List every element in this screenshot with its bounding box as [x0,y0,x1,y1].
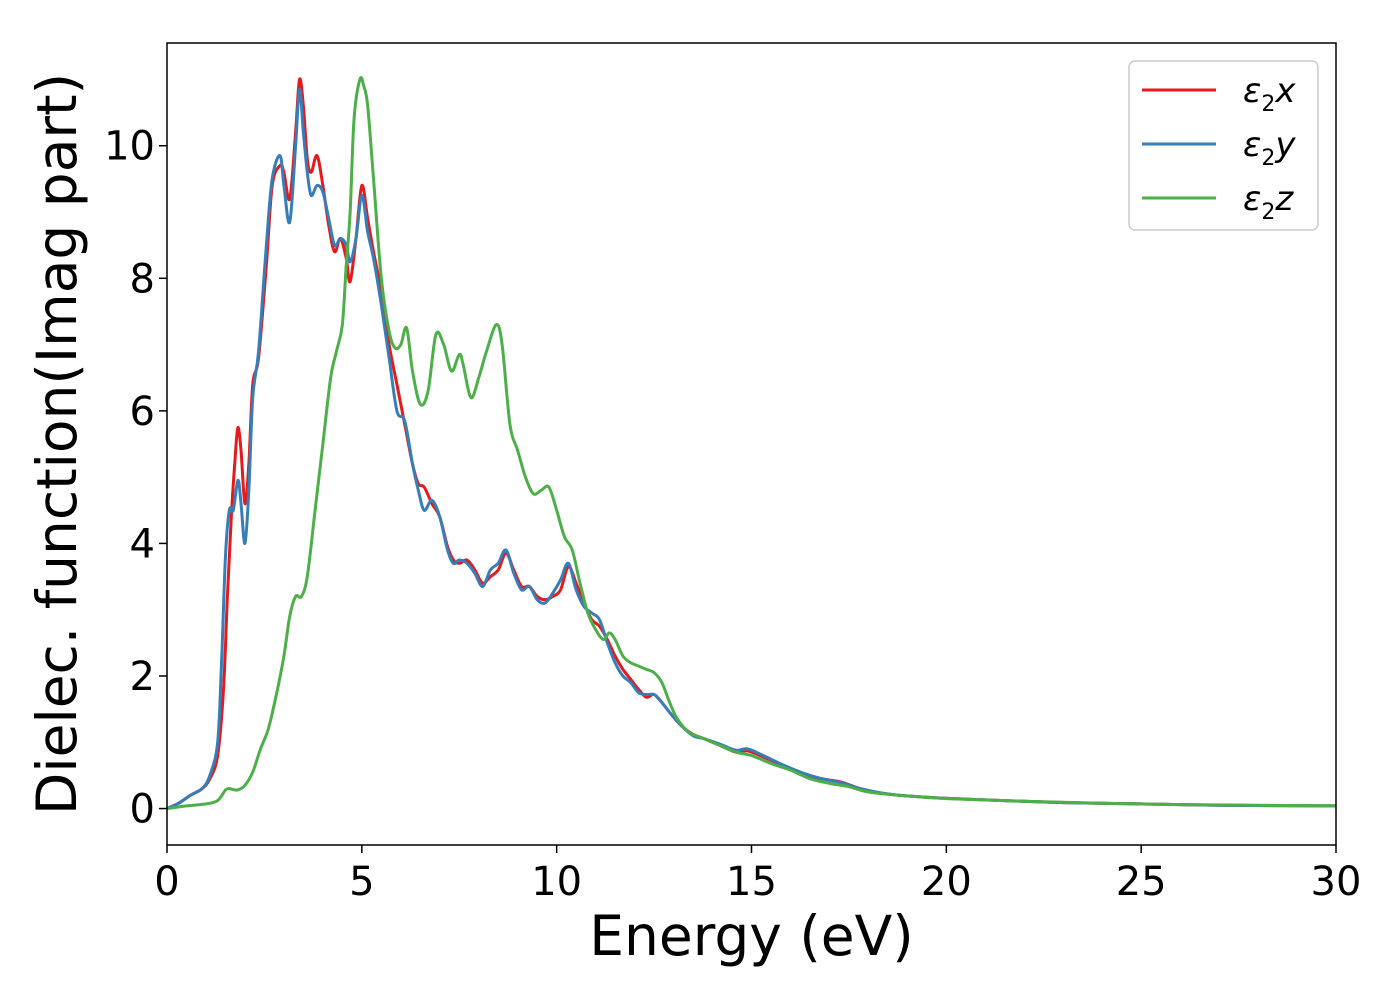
y-tick-label: 6 [130,389,155,435]
x-axis-title: Energy (eV) [589,904,913,968]
legend-label: ε2x [1243,71,1296,117]
y-tick-label: 8 [130,256,155,302]
y-tick-label: 2 [130,654,155,700]
series-layer [167,76,1336,811]
x-tick-label: 30 [1311,859,1362,905]
y-tick-label: 0 [130,787,155,833]
x-tick-label: 0 [154,859,179,905]
x-tick-label: 10 [531,859,582,905]
y-tick-label: 4 [130,521,155,567]
y-tick-label: 10 [104,124,155,170]
x-tick-label: 25 [1116,859,1167,905]
series-line-z [167,76,1336,811]
x-tick-label: 5 [349,859,374,905]
legend-entry-z: ε2z [1142,179,1294,225]
legend-entry-y: ε2y [1142,125,1296,171]
legend-box [1128,60,1319,231]
y-axis-title: Dielec. function(Imag part) [25,73,89,815]
legend: ε2x ε2y ε2z [1128,60,1319,231]
legend-entry-x: ε2x [1142,71,1296,117]
legend-label: ε2z [1243,179,1294,225]
x-tick-label: 20 [921,859,972,905]
x-tick-label: 15 [726,859,777,905]
legend-label: ε2y [1243,125,1296,171]
